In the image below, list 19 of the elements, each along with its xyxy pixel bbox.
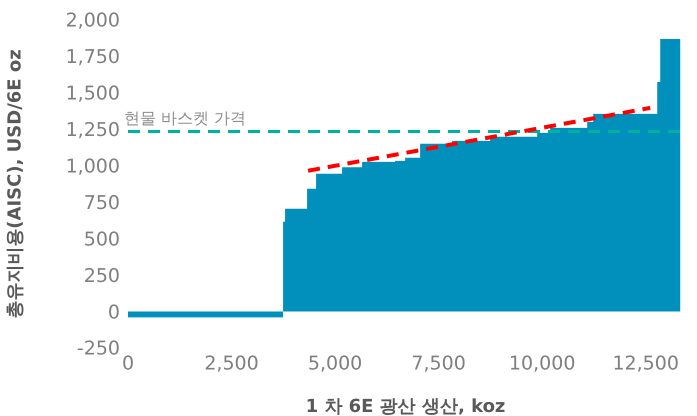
y-tick-label: 500	[84, 228, 120, 250]
y-tick-label: 250	[84, 264, 120, 287]
x-tick-label: 10,000	[508, 352, 576, 374]
y-tick-label: 0	[108, 301, 120, 324]
x-axis-title: 1 차 6E 광산 생산, koz	[306, 396, 506, 416]
y-tick-label: 1,750	[66, 46, 120, 68]
y-tick-label: 1,000	[66, 156, 120, 178]
y-axis-title: 총유지비용(AISC), USD/6E oz	[4, 49, 26, 319]
y-tick-label: -250	[76, 338, 120, 360]
y-tick-label: 750	[84, 192, 120, 214]
y-tick-label: 2,000	[66, 10, 120, 32]
x-tick-label: 2,500	[204, 352, 259, 374]
x-tick-label: 0	[122, 352, 134, 374]
x-tick-label: 7,500	[411, 352, 466, 374]
y-tick-label: 1,250	[66, 119, 120, 142]
x-tick-label: 5,000	[308, 352, 362, 374]
ref-line-label: 현물 바스켓 가격	[124, 108, 246, 128]
x-tick-label: 12,500	[612, 352, 679, 374]
y-tick-label: 1,500	[66, 82, 120, 105]
